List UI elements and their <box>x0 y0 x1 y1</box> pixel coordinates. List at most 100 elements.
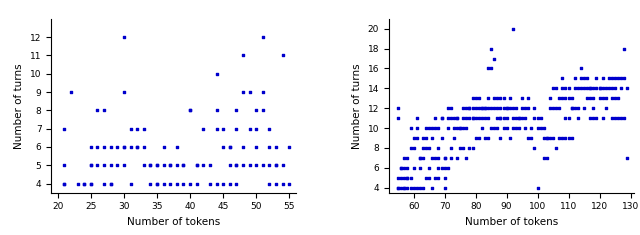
Point <box>600 96 611 100</box>
Point <box>455 126 465 130</box>
Point <box>486 126 496 130</box>
Point <box>579 86 589 90</box>
Point <box>106 145 116 149</box>
Point <box>604 77 614 80</box>
Point <box>231 182 241 185</box>
Point <box>619 77 629 80</box>
Point <box>576 77 586 80</box>
Point <box>440 176 450 180</box>
Point <box>604 86 614 90</box>
Point <box>399 156 410 160</box>
Point <box>211 108 221 112</box>
Point <box>271 145 281 149</box>
Point <box>499 96 509 100</box>
Point <box>403 156 413 160</box>
Point <box>455 126 465 130</box>
Point <box>458 106 468 110</box>
Point <box>502 126 512 130</box>
Point <box>563 116 573 120</box>
Point <box>427 126 437 130</box>
Point <box>502 116 512 120</box>
Point <box>541 136 552 140</box>
Point <box>480 106 490 110</box>
Point <box>440 156 450 160</box>
Point <box>231 163 241 167</box>
Point <box>244 163 255 167</box>
Point <box>258 108 268 112</box>
Point <box>551 146 561 150</box>
Point <box>418 136 428 140</box>
Point <box>499 106 509 110</box>
Point <box>464 106 474 110</box>
Point <box>585 86 595 90</box>
Y-axis label: Number of turns: Number of turns <box>352 63 362 149</box>
Point <box>548 86 558 90</box>
Point <box>433 126 444 130</box>
Point <box>576 86 586 90</box>
Point <box>449 126 459 130</box>
Point <box>536 126 546 130</box>
Point <box>251 127 261 130</box>
Point <box>119 145 129 149</box>
Point <box>165 163 175 167</box>
Point <box>474 96 484 100</box>
Point <box>557 96 568 100</box>
Point <box>145 182 156 185</box>
Point <box>523 136 533 140</box>
Point <box>60 182 70 185</box>
Point <box>92 163 102 167</box>
Point <box>86 145 96 149</box>
Point <box>238 54 248 57</box>
Point <box>408 146 419 150</box>
Point <box>598 86 608 90</box>
Point <box>523 96 533 100</box>
Point <box>486 47 496 51</box>
Point <box>284 182 294 185</box>
Point <box>393 186 403 190</box>
Point <box>492 116 502 120</box>
Point <box>486 106 496 110</box>
Point <box>489 106 499 110</box>
Point <box>554 106 564 110</box>
Point <box>399 186 410 190</box>
Point <box>165 163 175 167</box>
Point <box>588 96 598 100</box>
Point <box>566 136 577 140</box>
Point <box>557 136 568 140</box>
Point <box>106 163 116 167</box>
Point <box>561 86 571 90</box>
Point <box>486 67 496 70</box>
Point <box>125 145 136 149</box>
Point <box>461 126 472 130</box>
Point <box>440 186 450 190</box>
Point <box>145 163 156 167</box>
Point <box>566 96 577 100</box>
Point <box>403 166 413 170</box>
Point <box>211 72 221 76</box>
Point <box>492 126 502 130</box>
Point <box>433 156 444 160</box>
Point <box>172 145 182 149</box>
Point <box>60 127 70 130</box>
Point <box>461 116 472 120</box>
Point <box>464 116 474 120</box>
Point <box>396 166 406 170</box>
Point <box>480 106 490 110</box>
Point <box>152 182 162 185</box>
Point <box>106 182 116 185</box>
Point <box>112 145 122 149</box>
Point <box>585 96 595 100</box>
Point <box>591 77 602 80</box>
Point <box>458 116 468 120</box>
Point <box>443 106 453 110</box>
Point <box>86 163 96 167</box>
Point <box>99 163 109 167</box>
Point <box>480 116 490 120</box>
Point <box>470 136 481 140</box>
Point <box>588 86 598 90</box>
Point <box>613 116 623 120</box>
Point <box>418 156 428 160</box>
Point <box>495 136 506 140</box>
Point <box>600 106 611 110</box>
Point <box>548 136 558 140</box>
